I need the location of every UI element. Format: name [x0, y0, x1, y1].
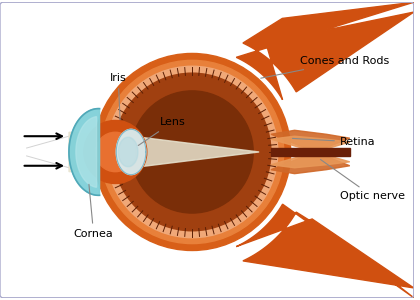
Bar: [271, 148, 350, 156]
Circle shape: [100, 60, 284, 244]
Polygon shape: [236, 204, 414, 298]
Polygon shape: [116, 129, 146, 175]
Polygon shape: [69, 109, 100, 195]
Circle shape: [84, 120, 147, 184]
Text: Retina: Retina: [292, 137, 375, 147]
Polygon shape: [118, 137, 138, 167]
Text: Lens: Lens: [138, 117, 185, 146]
Text: Cornea: Cornea: [74, 184, 113, 239]
Circle shape: [94, 53, 291, 251]
Circle shape: [131, 91, 253, 213]
Text: Optic nerve: Optic nerve: [320, 160, 405, 201]
Circle shape: [96, 132, 135, 172]
Circle shape: [106, 66, 278, 238]
Text: Iris: Iris: [110, 73, 126, 120]
Polygon shape: [76, 117, 97, 187]
Polygon shape: [69, 132, 259, 172]
Polygon shape: [236, 2, 414, 100]
Polygon shape: [271, 130, 350, 174]
Text: Cones and Rods: Cones and Rods: [261, 56, 390, 78]
Circle shape: [113, 73, 271, 231]
Polygon shape: [271, 136, 350, 168]
